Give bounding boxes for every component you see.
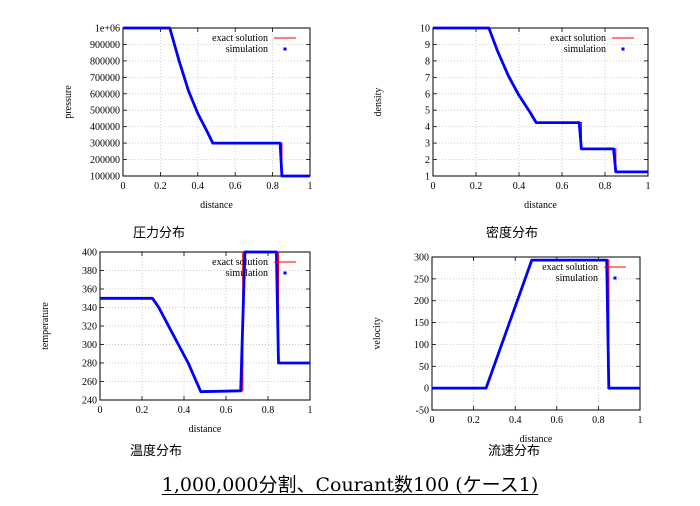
y-tick-label: 4 — [425, 122, 430, 133]
x-tick-label: 0 — [431, 181, 436, 192]
x-tick-label: 0.2 — [136, 405, 149, 416]
x-tick-label: 0.6 — [220, 405, 233, 416]
legend-swatch-point — [283, 47, 287, 51]
plot-frame — [99, 251, 311, 401]
legend-swatch-point — [283, 271, 287, 275]
y-tick-label: 280 — [82, 359, 97, 370]
series-line-simulation — [432, 258, 640, 390]
chart-temperature: 0 0.2 0.4 0.6 0.8 1 240 260 280 300 320 340 360 380 40… — [40, 248, 313, 436]
y-tick-label: 150 — [414, 318, 429, 329]
caption-pressure: 圧力分布 — [133, 226, 186, 241]
x-tick-label: 1 — [308, 405, 313, 416]
series-line-simulation — [433, 26, 648, 174]
y-tick-label: 300 — [414, 253, 429, 264]
x-tick-label: 1 — [638, 415, 643, 426]
series-line-simulation — [100, 250, 310, 394]
x-tick-label: 1 — [646, 181, 651, 192]
y-tick-label: 100000 — [90, 172, 120, 183]
caption-temperature: 温度分布 — [130, 444, 183, 459]
y-tick-label: 10 — [420, 24, 430, 35]
y-tick-label: 900000 — [90, 40, 120, 51]
series-line-simulation — [123, 26, 310, 178]
caption-velocity: 流速分布 — [488, 444, 541, 459]
y-tick-label: 240 — [82, 396, 97, 407]
x-axis-label: distance — [520, 434, 553, 445]
x-tick-label: 0 — [98, 405, 103, 416]
caption-density: 密度分布 — [486, 226, 539, 241]
y-tick-label: 1 — [425, 172, 430, 183]
y-axis-label: density — [373, 88, 384, 117]
footer-title-wrap: 1,000,000分割、Courant数100 (ケース1) — [0, 470, 700, 497]
y-tick-label: 400000 — [90, 122, 120, 133]
y-tick-label: 2 — [425, 155, 430, 166]
legend-label: simulation — [226, 44, 268, 55]
y-tick-label: 340 — [82, 303, 97, 314]
plot-frame — [432, 27, 649, 177]
x-tick-label: 0.8 — [592, 415, 605, 426]
x-tick-label: 0.2 — [467, 415, 480, 426]
y-tick-label: 260 — [82, 377, 97, 388]
x-axis-label: distance — [524, 200, 557, 211]
x-axis-label: distance — [200, 200, 233, 211]
y-tick-label: 500000 — [90, 106, 120, 117]
y-tick-label: 380 — [82, 266, 97, 277]
x-tick-label: 1 — [308, 181, 313, 192]
plot-frame — [431, 256, 641, 411]
y-tick-label: 200000 — [90, 155, 120, 166]
chart-density: 0 0.2 0.4 0.6 0.8 1 1 2 3 4 5 6 7 8 9 10 distance density… — [373, 24, 651, 212]
y-tick-label: -50 — [416, 406, 429, 417]
y-tick-label: 50 — [419, 362, 429, 373]
legend-label: simulation — [226, 268, 268, 279]
y-tick-label: 5 — [425, 106, 430, 117]
y-tick-label: 1e+06 — [95, 24, 120, 35]
legend-swatch-point — [613, 276, 617, 280]
x-tick-label: 0.4 — [509, 415, 522, 426]
x-tick-label: 0.6 — [556, 181, 569, 192]
x-tick-label: 0.6 — [229, 181, 242, 192]
x-tick-label: 0.6 — [551, 415, 564, 426]
y-axis-label: temperature — [40, 302, 51, 350]
x-tick-label: 0.8 — [599, 181, 612, 192]
y-tick-label: 7 — [425, 73, 430, 84]
y-tick-label: 200 — [414, 296, 429, 307]
y-tick-label: 0 — [424, 384, 429, 395]
y-tick-label: 6 — [425, 89, 430, 100]
x-tick-label: 0 — [121, 181, 126, 192]
x-axis-label: distance — [189, 424, 222, 435]
footer-title: 1,000,000分割、Courant数100 (ケース1) — [161, 474, 539, 496]
legend-label: exact solution — [550, 33, 606, 44]
y-tick-label: 800000 — [90, 56, 120, 67]
legend-label: exact solution — [212, 257, 268, 268]
y-tick-label: 3 — [425, 139, 430, 150]
y-tick-label: 9 — [425, 40, 430, 51]
x-tick-label: 0.8 — [262, 405, 275, 416]
x-tick-label: 0.4 — [178, 405, 191, 416]
y-tick-label: 100 — [414, 340, 429, 351]
legend-label: exact solution — [212, 33, 268, 44]
legend-label: exact solution — [542, 262, 598, 273]
y-tick-label: 320 — [82, 322, 97, 333]
y-axis-label: pressure — [63, 85, 74, 119]
y-tick-label: 300 — [82, 340, 97, 351]
y-tick-label: 8 — [425, 56, 430, 67]
x-tick-label: 0.2 — [470, 181, 483, 192]
y-tick-label: 600000 — [90, 89, 120, 100]
x-tick-label: 0 — [430, 415, 435, 426]
y-tick-label: 250 — [414, 274, 429, 285]
chart-velocity: 0 0.2 0.4 0.6 0.8 1-50050100150200250300dista… — [372, 253, 643, 446]
legend-swatch-point — [621, 47, 625, 51]
plot-frame — [122, 27, 311, 177]
x-tick-label: 0.2 — [154, 181, 167, 192]
legend-label: simulation — [564, 44, 606, 55]
legend-label: simulation — [556, 273, 598, 284]
x-tick-label: 0.4 — [192, 181, 205, 192]
y-tick-label: 400 — [82, 248, 97, 259]
x-tick-label: 0.8 — [266, 181, 279, 192]
y-tick-label: 360 — [82, 285, 97, 296]
chart-pressure: 0 0.2 0.4 0.6 0.8 1 100000 200000 300000 400000 50… — [63, 24, 313, 212]
y-tick-label: 300000 — [90, 139, 120, 150]
y-axis-label: velocity — [372, 317, 383, 349]
x-tick-label: 0.4 — [513, 181, 526, 192]
y-tick-label: 700000 — [90, 73, 120, 84]
